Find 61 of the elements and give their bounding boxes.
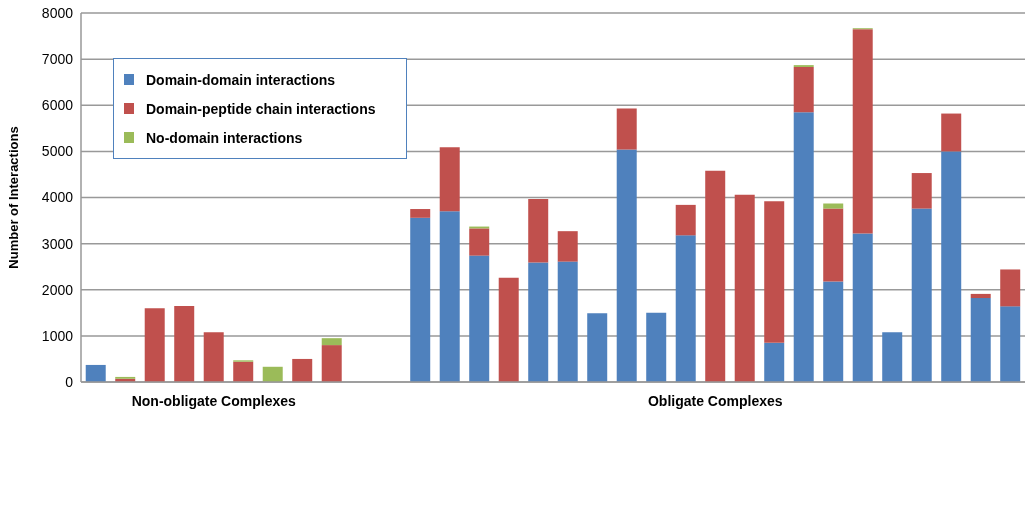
bar xyxy=(439,211,460,382)
bar xyxy=(823,281,844,382)
x-tick-label: Non-obligate Complexes xyxy=(131,392,297,409)
legend-label: Domain-domain interactions xyxy=(146,71,336,88)
bar xyxy=(144,308,165,382)
bar xyxy=(970,298,991,382)
bar xyxy=(970,293,991,299)
bar xyxy=(941,113,962,152)
bar xyxy=(85,364,106,382)
bar xyxy=(528,198,549,263)
y-tick-label: 1000 xyxy=(41,327,74,344)
y-tick-label: 6000 xyxy=(41,97,74,114)
bar xyxy=(616,108,637,150)
bar xyxy=(734,194,755,382)
y-tick-label: 7000 xyxy=(41,51,74,68)
bar xyxy=(646,312,667,382)
bar xyxy=(941,151,962,382)
bar xyxy=(823,208,844,282)
bar xyxy=(174,305,195,382)
legend-label: Domain-peptide chain interactions xyxy=(146,100,376,117)
bar xyxy=(616,149,637,382)
bar xyxy=(262,366,283,382)
bar xyxy=(911,208,932,382)
bar xyxy=(439,147,460,212)
bar xyxy=(823,203,844,209)
bar xyxy=(233,361,254,382)
bar xyxy=(557,231,578,262)
y-tick-label: 5000 xyxy=(41,143,74,160)
bar xyxy=(1000,306,1021,382)
bar xyxy=(675,204,696,236)
bar xyxy=(705,170,726,382)
bar xyxy=(852,29,873,234)
bar xyxy=(675,235,696,382)
y-tick-label: 8000 xyxy=(41,4,74,21)
bar xyxy=(587,313,608,382)
bar xyxy=(469,228,490,256)
bar xyxy=(793,112,814,382)
bar xyxy=(911,173,932,209)
bar xyxy=(321,338,342,346)
legend-label: No-domain interactions xyxy=(146,129,303,146)
bar xyxy=(882,332,903,382)
bar xyxy=(469,255,490,382)
bar xyxy=(203,332,224,382)
bar xyxy=(498,277,519,382)
y-tick-label: 4000 xyxy=(41,189,74,206)
bar xyxy=(764,201,785,343)
bar xyxy=(321,345,342,382)
bar xyxy=(1000,269,1021,307)
bar xyxy=(410,217,431,382)
bar xyxy=(528,262,549,382)
y-tick-label: 2000 xyxy=(41,281,74,298)
bar xyxy=(793,66,814,113)
y-axis-title: Number of Interactions xyxy=(5,126,21,269)
y-tick-label: 3000 xyxy=(41,235,74,252)
bar xyxy=(292,358,313,382)
bar xyxy=(410,209,431,218)
bar xyxy=(557,261,578,382)
bar xyxy=(764,342,785,382)
bar xyxy=(852,233,873,382)
x-tick-label: Obligate Complexes xyxy=(647,392,783,409)
y-tick-label: 0 xyxy=(65,373,74,390)
